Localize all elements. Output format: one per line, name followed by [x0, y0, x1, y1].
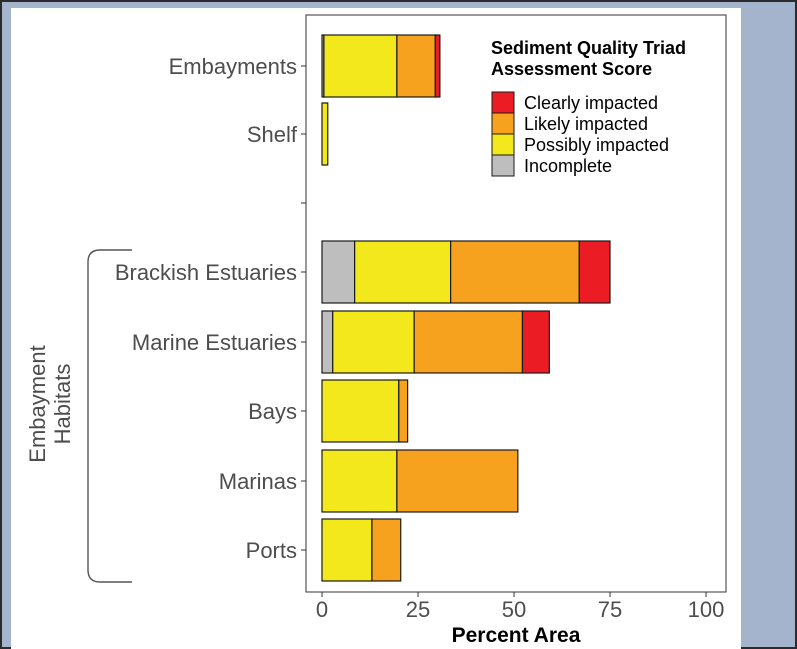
- y-tick-label: Ports: [246, 538, 297, 563]
- legend-swatch-possibly-impacted: [491, 133, 515, 156]
- legend-label-incomplete: Incomplete: [524, 156, 612, 176]
- x-tick-label: 0: [316, 597, 328, 622]
- legend-label-clearly-impacted: Clearly impacted: [524, 93, 658, 113]
- legend-label-possibly-impacted: Possibly impacted: [524, 135, 669, 155]
- x-axis-title: Percent Area: [452, 624, 581, 647]
- bar-marine-estuaries-likely-impacted: [413, 310, 524, 374]
- x-axis: 0 25 50 75 100: [316, 592, 724, 622]
- y-tick-label: Marinas: [219, 469, 297, 494]
- bar-brackish-estuaries-clearly-impacted: [578, 240, 611, 304]
- bar-ports-likely-impacted: [371, 518, 402, 582]
- bar-brackish-estuaries-incomplete: [321, 240, 356, 304]
- group-label-line1: Embayment: [25, 345, 50, 462]
- bar-marinas-possibly-impacted: [321, 449, 398, 513]
- legend-swatch-incomplete: [491, 154, 515, 177]
- bar-embayments-likely-impacted: [396, 34, 436, 98]
- legend-label-likely-impacted: Likely impacted: [524, 114, 648, 134]
- group-bracket: [87, 249, 132, 583]
- x-tick-label: 50: [502, 597, 526, 622]
- y-tick-label: Embayments: [169, 54, 297, 79]
- x-tick-label: 75: [598, 597, 622, 622]
- bar-bays-likely-impacted: [398, 379, 409, 443]
- group-label-line2: Habitats: [50, 364, 75, 445]
- bar-bays-possibly-impacted: [321, 379, 400, 443]
- y-tick-label: Shelf: [247, 122, 298, 147]
- y-tick-label: Bays: [248, 399, 297, 424]
- y-tick-label: Marine Estuaries: [132, 330, 297, 355]
- y-axis: Embayments Shelf Brackish Estuaries Marine …: [115, 54, 306, 563]
- bar-shelf-possibly-impacted: [321, 102, 329, 166]
- bar-embayments-clearly-impacted: [434, 34, 441, 98]
- legend-swatch-clearly-impacted: [491, 91, 515, 114]
- plot-panel-border: [305, 14, 727, 593]
- y-tick-label: Brackish Estuaries: [115, 260, 297, 285]
- bar-embayments-possibly-impacted: [323, 34, 398, 98]
- legend-title-line1: Sediment Quality Triad: [491, 38, 686, 58]
- bar-brackish-estuaries-possibly-impacted: [354, 240, 452, 304]
- bar-marine-estuaries-possibly-impacted: [332, 310, 415, 374]
- bar-marine-estuaries-incomplete: [321, 310, 334, 374]
- bars-layer: [321, 34, 611, 582]
- bar-marinas-likely-impacted: [396, 449, 519, 513]
- bar-ports-possibly-impacted: [321, 518, 373, 582]
- legend-swatch-likely-impacted: [491, 112, 515, 135]
- x-tick-label: 100: [688, 597, 725, 622]
- bar-marine-estuaries-clearly-impacted: [521, 310, 550, 374]
- legend: Sediment Quality Triad Assessment Score …: [491, 38, 686, 177]
- x-tick-label: 25: [406, 597, 430, 622]
- bar-brackish-estuaries-likely-impacted: [450, 240, 580, 304]
- legend-title-line2: Assessment Score: [491, 59, 652, 79]
